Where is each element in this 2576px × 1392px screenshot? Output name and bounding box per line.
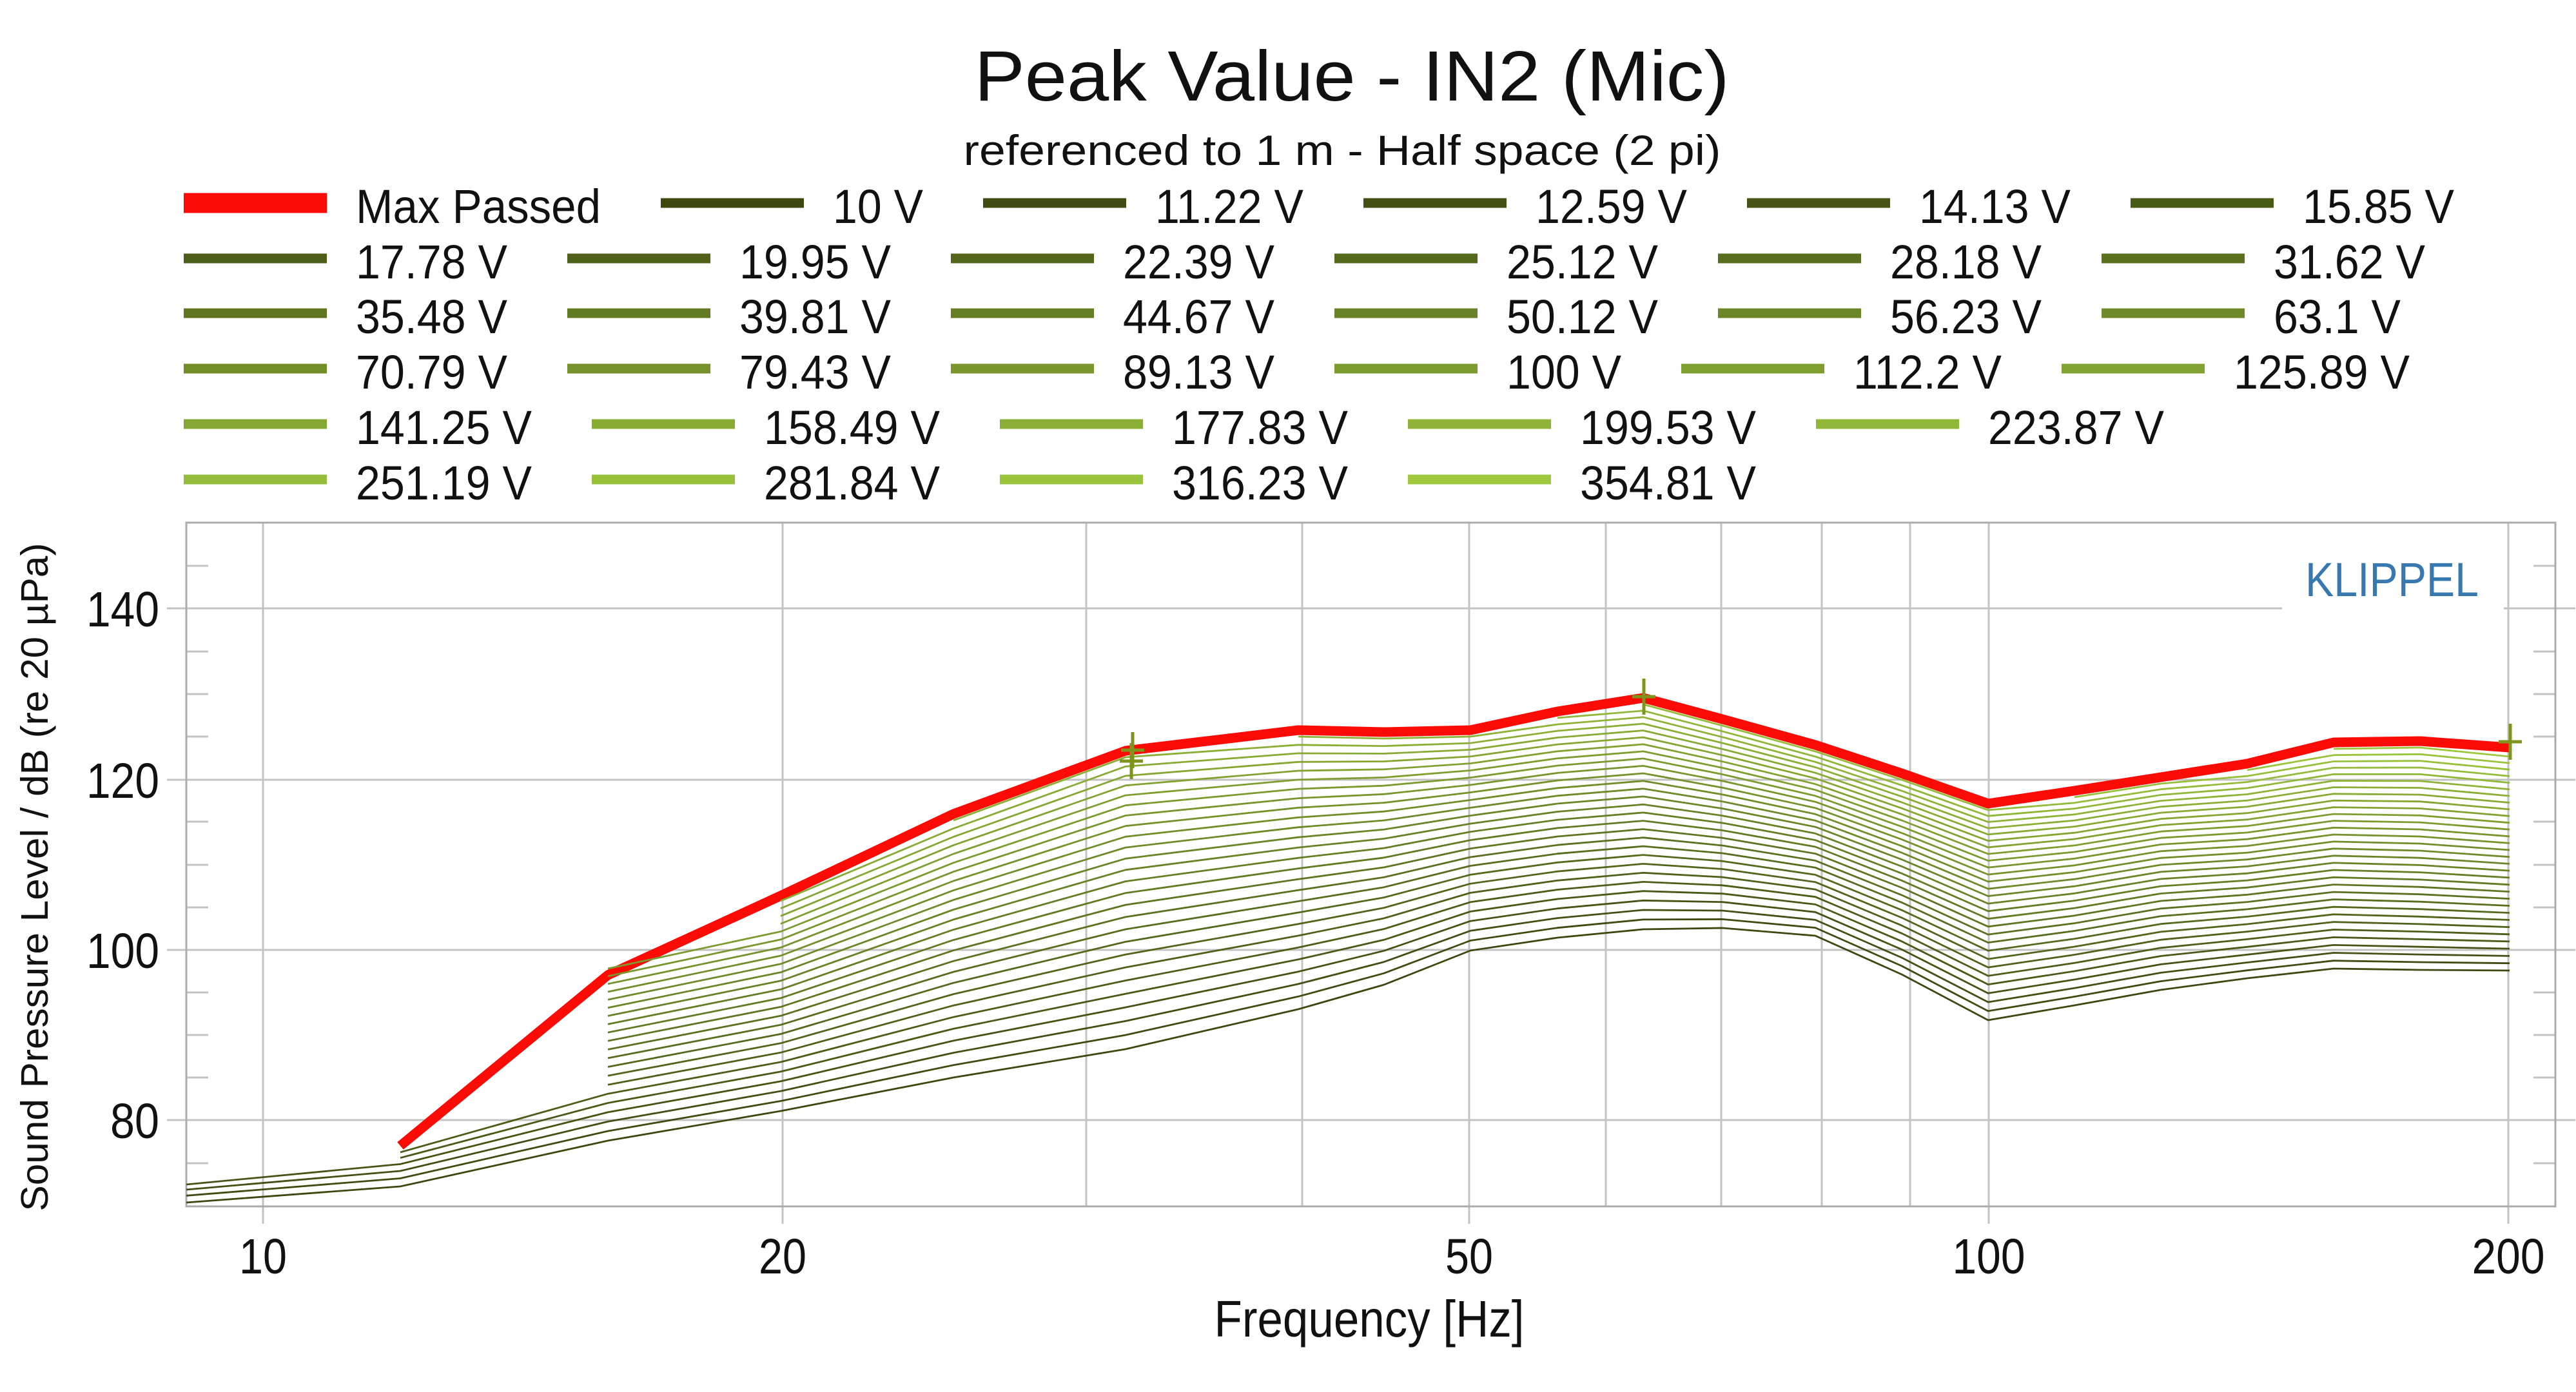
svg-text:35.48 V: 35.48 V [356,290,508,343]
svg-text:31.62 V: 31.62 V [2274,235,2426,289]
svg-text:11.22 V: 11.22 V [1155,180,1304,233]
svg-text:354.81 V: 354.81 V [1580,456,1757,510]
svg-text:89.13 V: 89.13 V [1123,345,1275,399]
svg-text:79.43 V: 79.43 V [739,345,892,399]
svg-text:22.39 V: 22.39 V [1123,235,1275,289]
svg-text:112.2 V: 112.2 V [1853,345,2002,399]
svg-text:125.89 V: 125.89 V [2234,345,2410,399]
svg-text:158.49 V: 158.49 V [764,401,941,454]
svg-text:100: 100 [86,923,159,979]
svg-text:177.83 V: 177.83 V [1172,401,1349,454]
svg-text:223.87 V: 223.87 V [1988,401,2165,454]
svg-text:100 V: 100 V [1507,345,1622,399]
svg-text:199.53 V: 199.53 V [1580,401,1757,454]
svg-text:14.13 V: 14.13 V [1919,180,2071,233]
svg-text:100: 100 [1953,1229,2025,1284]
svg-text:44.67 V: 44.67 V [1123,290,1275,343]
svg-text:50: 50 [1445,1229,1493,1284]
svg-text:10 V: 10 V [833,180,924,233]
svg-text:39.81 V: 39.81 V [739,290,892,343]
svg-text:140: 140 [86,582,159,637]
svg-text:KLIPPEL: KLIPPEL [2305,553,2479,606]
svg-text:70.79 V: 70.79 V [356,345,508,399]
svg-text:20: 20 [759,1229,806,1284]
svg-text:251.19 V: 251.19 V [356,456,532,510]
svg-text:141.25 V: 141.25 V [356,401,532,454]
svg-text:316.23 V: 316.23 V [1172,456,1349,510]
svg-text:Peak Value - IN2 (Mic): Peak Value - IN2 (Mic) [975,37,1730,116]
svg-text:Max Passed: Max Passed [356,180,601,233]
svg-text:28.18 V: 28.18 V [1890,235,2042,289]
svg-text:15.85 V: 15.85 V [2303,180,2455,233]
svg-text:25.12 V: 25.12 V [1507,235,1659,289]
svg-text:19.95 V: 19.95 V [739,235,892,289]
svg-text:12.59 V: 12.59 V [1536,180,1688,233]
svg-text:50.12 V: 50.12 V [1507,290,1659,343]
svg-text:17.78 V: 17.78 V [356,235,508,289]
svg-text:referenced to 1 m - Half space: referenced to 1 m - Half space (2 pi) [964,126,1721,174]
svg-text:Frequency [Hz]: Frequency [Hz] [1215,1290,1525,1348]
svg-text:200: 200 [2472,1229,2545,1284]
svg-text:10: 10 [239,1229,287,1284]
svg-text:Sound Pressure Level / dB (re: Sound Pressure Level / dB (re 20 µPa) [14,543,56,1212]
svg-text:56.23 V: 56.23 V [1890,290,2042,343]
svg-text:120: 120 [86,753,159,809]
svg-text:281.84 V: 281.84 V [764,456,941,510]
svg-text:63.1 V: 63.1 V [2274,290,2401,343]
svg-text:80: 80 [110,1094,159,1149]
